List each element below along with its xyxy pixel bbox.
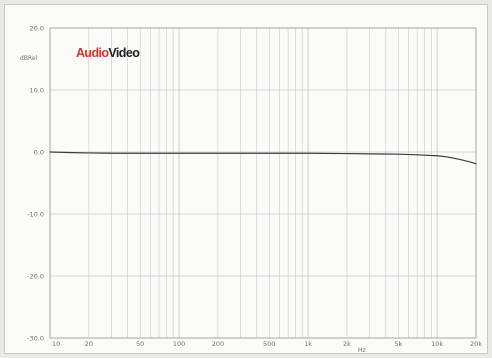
x-tick-label: 2k — [343, 340, 351, 348]
y-axis-label: dBRel — [20, 55, 38, 62]
y-tick-label: 20.0 — [30, 25, 44, 33]
chart-frame — [4, 4, 488, 354]
logo-audio-text: Audio — [76, 46, 109, 60]
y-tick-label: 10.0 — [30, 87, 44, 95]
x-tick-label: 10 — [52, 340, 60, 348]
tick-labels: 20.0 10.0 0.0 -10.0 -20.0 -30.0 10 20 50 100 200 50… — [27, 25, 482, 349]
x-tick-label: 20k — [470, 340, 482, 348]
x-tick-label: 50 — [136, 340, 144, 348]
x-tick-label: 10k — [431, 340, 443, 348]
grid-layer — [49, 27, 477, 339]
y-tick-label: 0.0 — [34, 149, 44, 157]
y-tick-label: -20.0 — [27, 273, 44, 281]
x-tick-label: 20 — [85, 340, 93, 348]
x-tick-label: 500 — [263, 340, 275, 348]
plot-border — [49, 27, 477, 339]
logo-video-text: Video — [108, 46, 140, 60]
series-line — [49, 151, 477, 165]
audiovideo-logo: AudioVideo — [76, 46, 141, 60]
x-tick-label: 5k — [394, 340, 402, 348]
x-tick-label: 200 — [212, 340, 224, 348]
x-tick-label: 1k — [304, 340, 312, 348]
y-tick-label: -10.0 — [27, 211, 44, 219]
x-tick-label: 100 — [173, 340, 185, 348]
series-layer — [49, 151, 477, 165]
y-tick-label: -30.0 — [27, 335, 44, 343]
x-axis-label: Hz — [358, 347, 366, 354]
svg-text:AudioVideo: AudioVideo — [76, 46, 140, 60]
